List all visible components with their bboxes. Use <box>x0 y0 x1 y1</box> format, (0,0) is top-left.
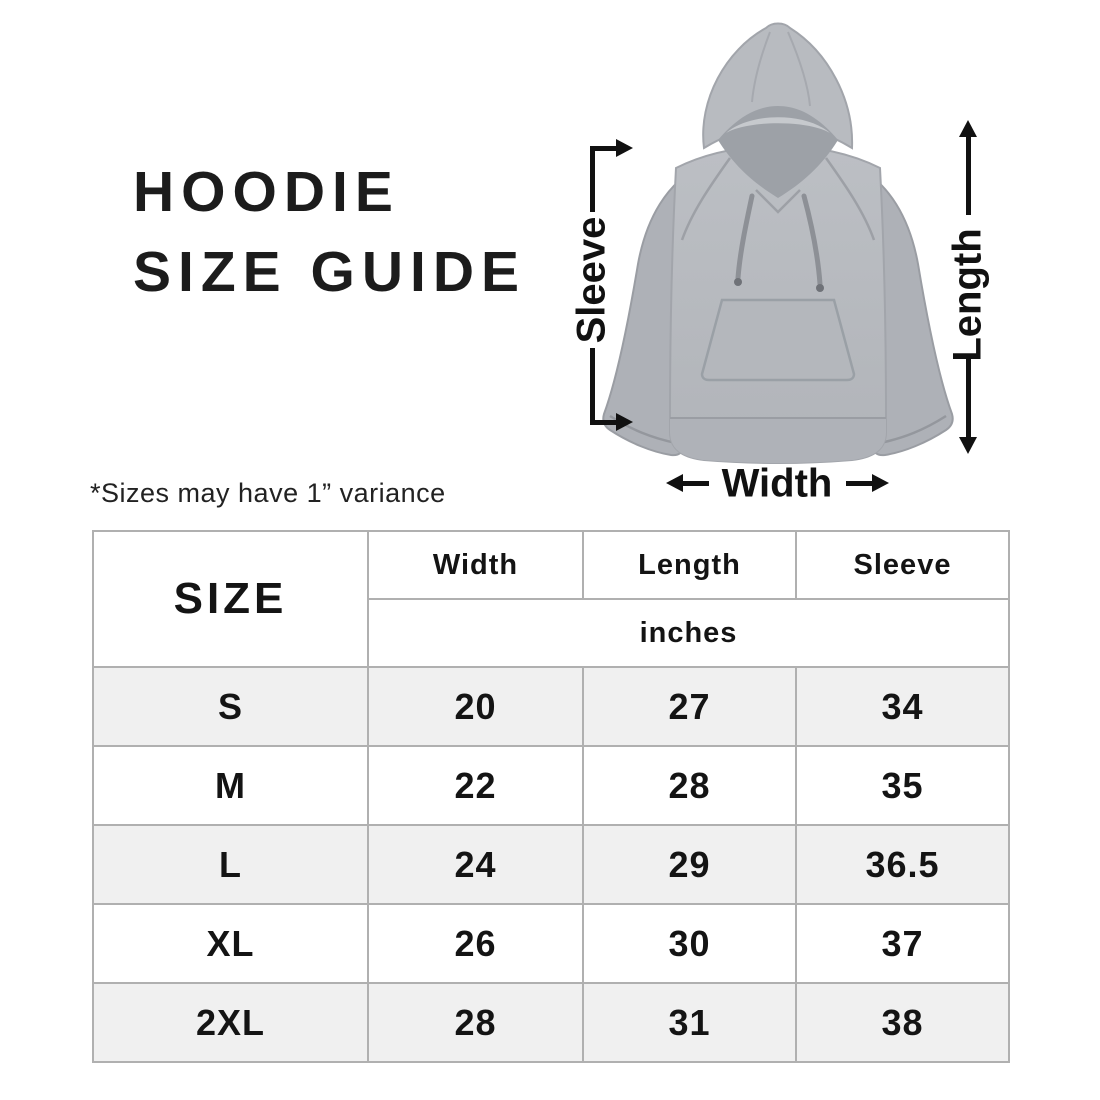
size-column-header: SIZE <box>92 530 369 668</box>
size-label: S <box>92 666 369 747</box>
table-row-s: S 20 27 34 <box>92 666 1010 747</box>
table-row-m: M 22 28 35 <box>92 745 1010 826</box>
sleeve-value: 35 <box>795 745 1010 826</box>
hoodie-hem-band <box>670 418 886 463</box>
length-value: 30 <box>582 903 797 984</box>
size-label: L <box>92 824 369 905</box>
page-title: HOODIE SIZE GUIDE <box>133 152 526 312</box>
length-measure-label: Length <box>945 228 990 362</box>
width-column-header: Width <box>367 530 584 600</box>
sleeve-arrow-bottom-head-icon <box>616 413 633 431</box>
table-row-xl: XL 26 30 37 <box>92 903 1010 984</box>
hoodie-right-cuff-seam <box>879 414 947 445</box>
sleeve-arrow-bottom-line <box>590 420 618 425</box>
hoodie-hood-fold-right <box>787 31 811 107</box>
hoodie-hood-fold-left <box>751 31 771 103</box>
length-arrow-bottom-segment <box>966 357 971 439</box>
sleeve-value: 38 <box>795 982 1010 1063</box>
hoodie-hood-lining <box>726 117 830 133</box>
width-value: 22 <box>367 745 584 826</box>
hoodie-left-raglan-seam <box>680 157 732 241</box>
sleeve-measure-label: Sleeve <box>569 216 614 344</box>
size-label: XL <box>92 903 369 984</box>
table-row-2xl: 2XL 28 31 38 <box>92 982 1010 1063</box>
width-measure-label: Width <box>721 461 833 506</box>
sleeve-bracket-top-segment <box>590 146 595 212</box>
width-value: 26 <box>367 903 584 984</box>
length-column-header: Length <box>582 530 797 600</box>
width-arrow-right-head-icon <box>872 474 889 492</box>
length-value: 28 <box>582 745 797 826</box>
hoodie-illustration <box>602 22 954 464</box>
width-arrow-left-head-icon <box>666 474 683 492</box>
hoodie-right-raglan-seam <box>824 157 876 241</box>
length-arrow-down-head-icon <box>959 437 977 454</box>
variance-note: *Sizes may have 1” variance <box>90 478 446 508</box>
width-value: 20 <box>367 666 584 747</box>
length-arrow-up-head-icon <box>959 120 977 137</box>
length-value: 31 <box>582 982 797 1063</box>
sleeve-value: 34 <box>795 666 1010 747</box>
sleeve-value: 37 <box>795 903 1010 984</box>
hoodie-size-diagram: Sleeve Length Width <box>0 0 1100 520</box>
size-label: M <box>92 745 369 826</box>
width-arrow-right-line <box>846 481 874 486</box>
page-title-line1: HOODIE <box>133 160 400 224</box>
hoodie-drawstring-left-tip <box>734 278 742 286</box>
width-arrow-left-line <box>681 481 709 486</box>
unit-header: inches <box>367 598 1010 668</box>
table-row-l: L 24 29 36.5 <box>92 824 1010 905</box>
width-value: 24 <box>367 824 584 905</box>
sleeve-column-header: Sleeve <box>795 530 1010 600</box>
hoodie-hood-opening <box>718 106 838 198</box>
width-value: 28 <box>367 982 584 1063</box>
hoodie-drawstring-left <box>735 193 755 281</box>
length-arrow-top-segment <box>966 135 971 215</box>
sleeve-value: 36.5 <box>795 824 1010 905</box>
sleeve-arrow-top-head-icon <box>616 139 633 157</box>
length-value: 27 <box>582 666 797 747</box>
sleeve-bracket-bottom-segment <box>590 348 595 425</box>
hoodie-drawstring-right <box>801 193 823 287</box>
size-label: 2XL <box>92 982 369 1063</box>
sleeve-arrow-top-line <box>590 146 618 151</box>
hoodie-pocket <box>700 298 856 382</box>
hoodie-neck-seam <box>755 189 801 214</box>
size-guide-table: SIZE Width Length Sleeve inches S 20 27 … <box>92 530 1010 1063</box>
hoodie-drawstring-right-tip <box>816 284 824 292</box>
length-value: 29 <box>582 824 797 905</box>
page-title-line2: SIZE GUIDE <box>133 240 527 304</box>
